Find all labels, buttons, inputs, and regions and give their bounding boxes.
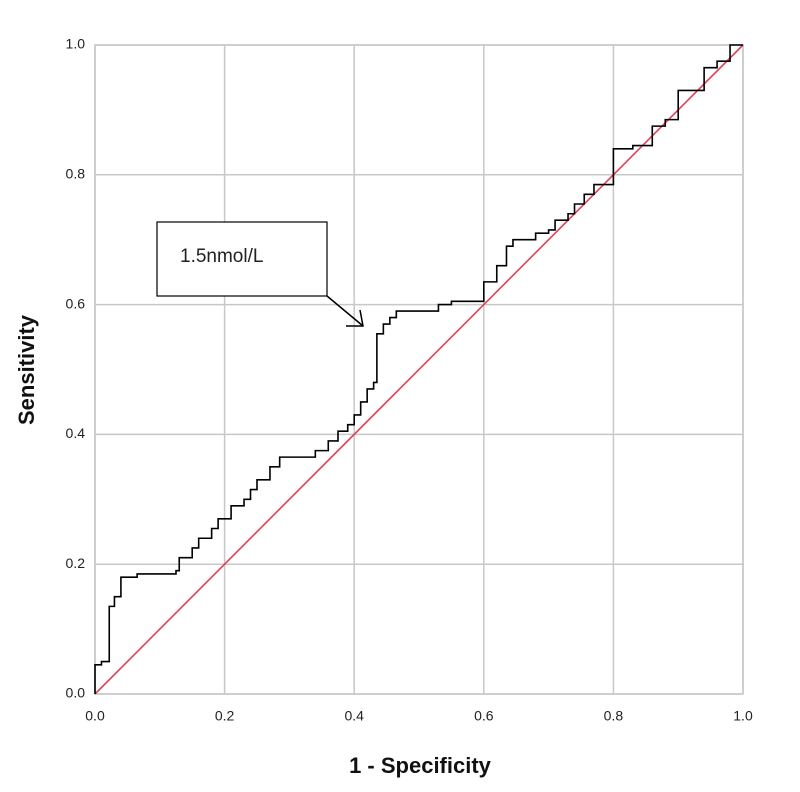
y-tick-label: 1.0 [66, 36, 86, 52]
y-axis-title: Sensitivity [14, 314, 39, 425]
x-tick-label: 1.0 [733, 708, 753, 724]
x-tick-label: 0.4 [344, 708, 364, 724]
x-axis-title: 1 - Specificity [349, 753, 492, 778]
y-tick-label: 0.8 [66, 166, 86, 182]
x-tick-label: 0.8 [604, 708, 624, 724]
annotation-arrowhead [346, 309, 364, 327]
x-tick-label: 0.6 [474, 708, 494, 724]
annotation-arrow [326, 295, 364, 327]
y-tick-label: 0.0 [66, 685, 86, 701]
x-tick-label: 0.2 [215, 708, 235, 724]
y-tick-label: 0.2 [66, 555, 86, 571]
y-tick-label: 0.6 [66, 295, 86, 311]
annotation-box [156, 221, 328, 297]
roc-line [94, 44, 743, 694]
x-tick-label: 0.0 [85, 708, 105, 724]
roc-line [94, 44, 744, 695]
annotation-text: 1.5nmol/L [180, 246, 263, 267]
y-tick-label: 0.4 [66, 425, 86, 441]
